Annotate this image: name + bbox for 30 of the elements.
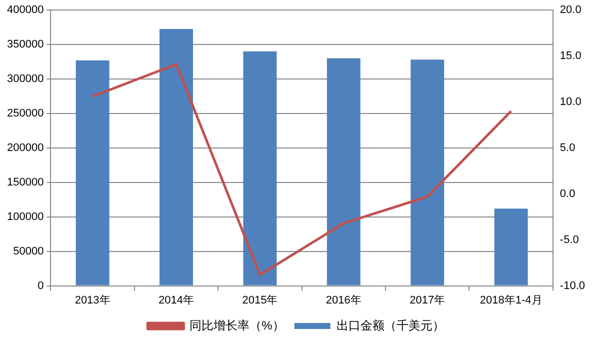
x-tick-label: 2013年 bbox=[74, 294, 110, 306]
x-tick-label: 2015年 bbox=[242, 294, 278, 306]
y-tick-label: 100000 bbox=[6, 210, 44, 223]
y2-tick-label: -5.0 bbox=[560, 234, 579, 246]
y2-tick-label: 20.0 bbox=[560, 4, 582, 16]
x-tick-label: 2018年1-4月 bbox=[480, 294, 542, 306]
x-tick-label: 2016年 bbox=[326, 294, 362, 306]
bar bbox=[243, 51, 277, 286]
y2-tick-label: 0.0 bbox=[560, 188, 576, 200]
y-tick-label: 150000 bbox=[6, 176, 44, 188]
y-tick-label: 400000 bbox=[6, 4, 44, 16]
y2-tick-label: 5.0 bbox=[560, 142, 576, 154]
y2-tick-label: 10.0 bbox=[560, 96, 582, 108]
y-tick-label: 350000 bbox=[6, 38, 44, 51]
bar bbox=[76, 60, 110, 286]
bar bbox=[410, 60, 444, 286]
bar bbox=[326, 58, 360, 286]
y-tick-label: 200000 bbox=[6, 142, 44, 154]
legend-label: 出口金额（千美元） bbox=[336, 318, 444, 332]
bar bbox=[494, 208, 528, 286]
x-tick-label: 2014年 bbox=[158, 294, 194, 306]
y2-tick-label: -10.0 bbox=[560, 280, 586, 292]
y-tick-label: 300000 bbox=[6, 72, 44, 85]
x-tick-label: 2017年 bbox=[410, 294, 446, 306]
legend-label: 同比增长率（%） bbox=[190, 318, 284, 332]
y-tick-label: 0 bbox=[38, 280, 44, 292]
y2-tick-label: 15.0 bbox=[560, 50, 582, 62]
y-tick-label: 50000 bbox=[13, 245, 44, 258]
y-tick-label: 250000 bbox=[6, 107, 44, 120]
bar bbox=[160, 28, 193, 286]
